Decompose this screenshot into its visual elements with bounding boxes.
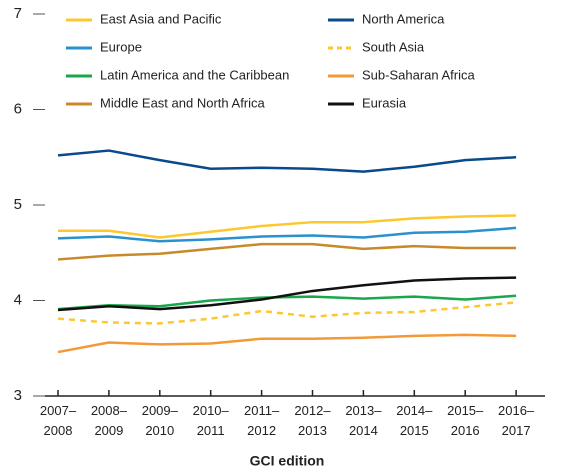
x-tick-label-line: 2013	[298, 423, 327, 438]
legend-label: Eurasia	[362, 95, 407, 110]
x-tick-label: 2016– 2017	[498, 403, 535, 438]
legend-label: North America	[362, 11, 445, 26]
x-tick-label-line: 2010–	[193, 403, 230, 418]
x-tick-label-line: 2011	[197, 423, 225, 438]
x-tick-label-line: 2015–	[447, 403, 484, 418]
legend-label: South Asia	[362, 39, 425, 54]
y-tick-label: 7	[14, 5, 22, 22]
x-tick-label: 2009– 2010	[142, 403, 179, 438]
x-tick-label-line: 2011–	[244, 403, 280, 418]
x-tick-label-line: 2012	[247, 423, 276, 438]
x-tick-label: 2012– 2013	[294, 403, 331, 438]
x-tick-label-line: 2017	[502, 423, 531, 438]
legend-label: Middle East and North Africa	[100, 95, 266, 110]
legend-label: Europe	[100, 39, 142, 54]
series-line	[57, 333, 517, 354]
series-line	[57, 276, 517, 312]
x-tick-label: 2015– 2016	[447, 403, 484, 438]
x-tick-label-line: 2008–	[91, 403, 128, 418]
series-line	[57, 242, 517, 261]
series-line	[57, 226, 517, 243]
series-line	[57, 149, 517, 173]
y-tick-label: 5	[14, 196, 22, 213]
x-tick-label: 2007– 2008	[40, 403, 77, 438]
series-line	[57, 294, 517, 311]
x-tick-label-line: 2007–	[40, 403, 77, 418]
x-tick-label-line: 2009	[94, 423, 123, 438]
x-tick-label-line: 2012–	[294, 403, 331, 418]
x-tick-label-line: 2014–	[396, 403, 433, 418]
x-tick-label: 2008– 2009	[91, 403, 128, 438]
legend-label: East Asia and Pacific	[100, 11, 222, 26]
x-tick-label-line: 2016	[451, 423, 480, 438]
y-tick-label: 6	[14, 100, 22, 117]
x-tick-label-line: 2010	[145, 423, 174, 438]
series-line	[58, 214, 517, 239]
x-tick-label-line: 2014	[349, 423, 378, 438]
x-tick-label-line: 2008	[44, 423, 73, 438]
x-tick-label: 2014– 2015	[396, 403, 433, 438]
y-tick-label: 3	[14, 387, 22, 404]
legend-label: Latin America and the Caribbean	[100, 67, 289, 82]
y-tick-label: 4	[14, 291, 22, 308]
x-tick-label-line: 2015	[400, 423, 429, 438]
legend-label: Sub-Saharan Africa	[362, 67, 476, 82]
x-axis-label: GCI edition	[250, 453, 325, 469]
x-tick-label: 2010– 2011	[193, 403, 230, 438]
x-tick-label-line: 2009–	[142, 403, 179, 418]
x-tick-label: 2013– 2014	[345, 403, 382, 438]
x-tick-label: 2011– 2012	[244, 403, 280, 438]
x-tick-label-line: 2016–	[498, 403, 535, 418]
x-tick-label-line: 2013–	[345, 403, 382, 418]
